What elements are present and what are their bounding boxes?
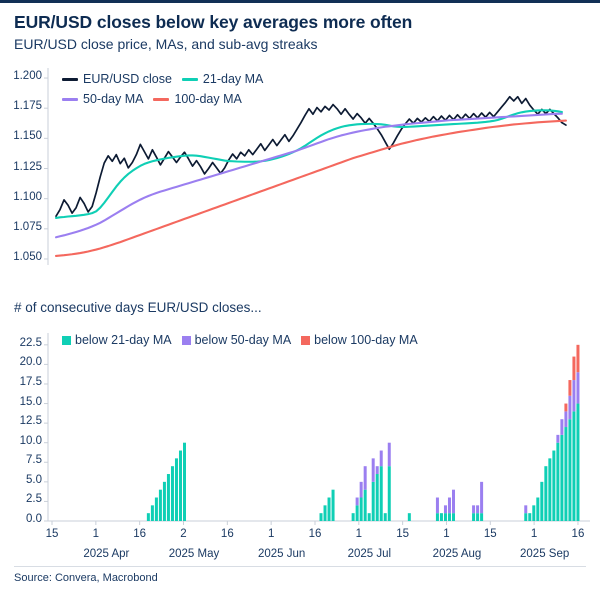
legend-line-swatch — [62, 97, 78, 101]
price-ytick-label: 1.175 — [13, 100, 42, 113]
legend-bar-swatch — [301, 335, 311, 345]
streak-ytick-label: 12.5 — [19, 415, 42, 428]
price-ytick-label: 1.100 — [13, 190, 42, 203]
xaxis-month-label: 2025 Aug — [432, 548, 482, 560]
legend-line-swatch — [153, 97, 170, 101]
xaxis-day-label: 1 — [92, 528, 100, 540]
price-legend-item[interactable]: 100-day MA — [153, 92, 242, 106]
legend-label: EUR/USD close — [83, 72, 172, 86]
legend-label: below 100-day MA — [314, 333, 418, 347]
xaxis-day-label: 1 — [530, 528, 538, 540]
legend-line-swatch — [181, 77, 198, 81]
price-ytick-label: 1.050 — [13, 250, 42, 263]
xaxis-day-label: 15 — [396, 528, 410, 540]
streak-ytick-label: 20.0 — [19, 356, 42, 369]
xaxis-month-label: 2025 May — [168, 548, 220, 560]
xaxis-month-label: 2025 Apr — [83, 548, 130, 560]
xaxis-day-label: 16 — [133, 528, 147, 540]
price-ytick-label: 1.200 — [13, 70, 42, 83]
legend-label: 100-day MA — [174, 92, 242, 106]
streak-ytick-label: 17.5 — [19, 375, 42, 388]
price-legend-row-1: EUR/USD close 21-day MA — [62, 72, 273, 86]
price-ytick-label: 1.125 — [13, 160, 42, 173]
legend-label: 50-day MA — [83, 92, 144, 106]
price-legend-item[interactable]: 50-day MA — [62, 92, 143, 106]
xaxis-day-label: 15 — [45, 528, 59, 540]
footer-divider — [14, 566, 586, 567]
streak-ytick-label: 2.5 — [26, 493, 42, 506]
xaxis-day-label: 16 — [571, 528, 585, 540]
streak-ytick-label: 10.0 — [19, 434, 42, 447]
legend-label: below 50-day MA — [194, 333, 292, 347]
legend-line-swatch — [62, 77, 78, 81]
streak-ytick-label: 15.0 — [19, 395, 42, 408]
xaxis-day-label: 15 — [483, 528, 497, 540]
streak-section-title: # of consecutive days EUR/USD closes... — [14, 300, 262, 315]
streak-chart-panel — [0, 325, 600, 545]
streak-legend-item[interactable]: below 21-day MA — [62, 333, 172, 347]
xaxis-day-label: 16 — [220, 528, 234, 540]
xaxis-day-label: 2 — [180, 528, 187, 540]
xaxis-day-label: 1 — [267, 528, 275, 540]
xaxis-day-label: 16 — [308, 528, 322, 540]
streak-legend-item[interactable]: below 100-day MA — [301, 333, 418, 347]
xaxis-month-label: 2025 Jun — [258, 548, 306, 560]
streak-ytick-label: 5.0 — [26, 473, 42, 486]
price-ytick-label: 1.150 — [13, 130, 42, 143]
streak-chart-svg — [44, 333, 590, 525]
xaxis-month-label: 2025 Sep — [520, 548, 570, 560]
page-subtitle: EUR/USD close price, MAs, and sub-avg st… — [14, 36, 318, 52]
streak-ytick-label: 22.5 — [19, 336, 42, 349]
legend-label: below 21-day MA — [75, 333, 172, 347]
xaxis-day-label: 1 — [355, 528, 363, 540]
page-title: EUR/USD closes below key averages more o… — [14, 12, 413, 32]
streak-ytick-label: 0.0 — [26, 513, 42, 525]
streak-legend: below 21-day MA below 50-day MA below 100-… — [62, 333, 428, 347]
legend-label: 21-day MA — [202, 72, 264, 86]
source-note: Source: Convera, Macrobond — [14, 572, 158, 584]
price-chart-svg — [44, 68, 567, 265]
price-legend-row-2: 50-day MA 100-day MA — [62, 92, 252, 106]
streak-legend-item[interactable]: below 50-day MA — [181, 333, 292, 347]
legend-bar-swatch — [181, 335, 191, 345]
xaxis-month-label: 2025 Jul — [347, 548, 392, 560]
price-chart-panel — [0, 60, 600, 285]
price-legend-item[interactable]: EUR/USD close — [62, 72, 172, 86]
price-legend-item[interactable]: 21-day MA — [181, 72, 264, 86]
legend-bar-swatch — [62, 335, 71, 345]
streak-ytick-label: 7.5 — [26, 454, 42, 467]
xaxis-day-label: 1 — [443, 528, 450, 540]
price-ytick-label: 1.075 — [13, 220, 42, 233]
top-accent-rule — [0, 0, 600, 3]
